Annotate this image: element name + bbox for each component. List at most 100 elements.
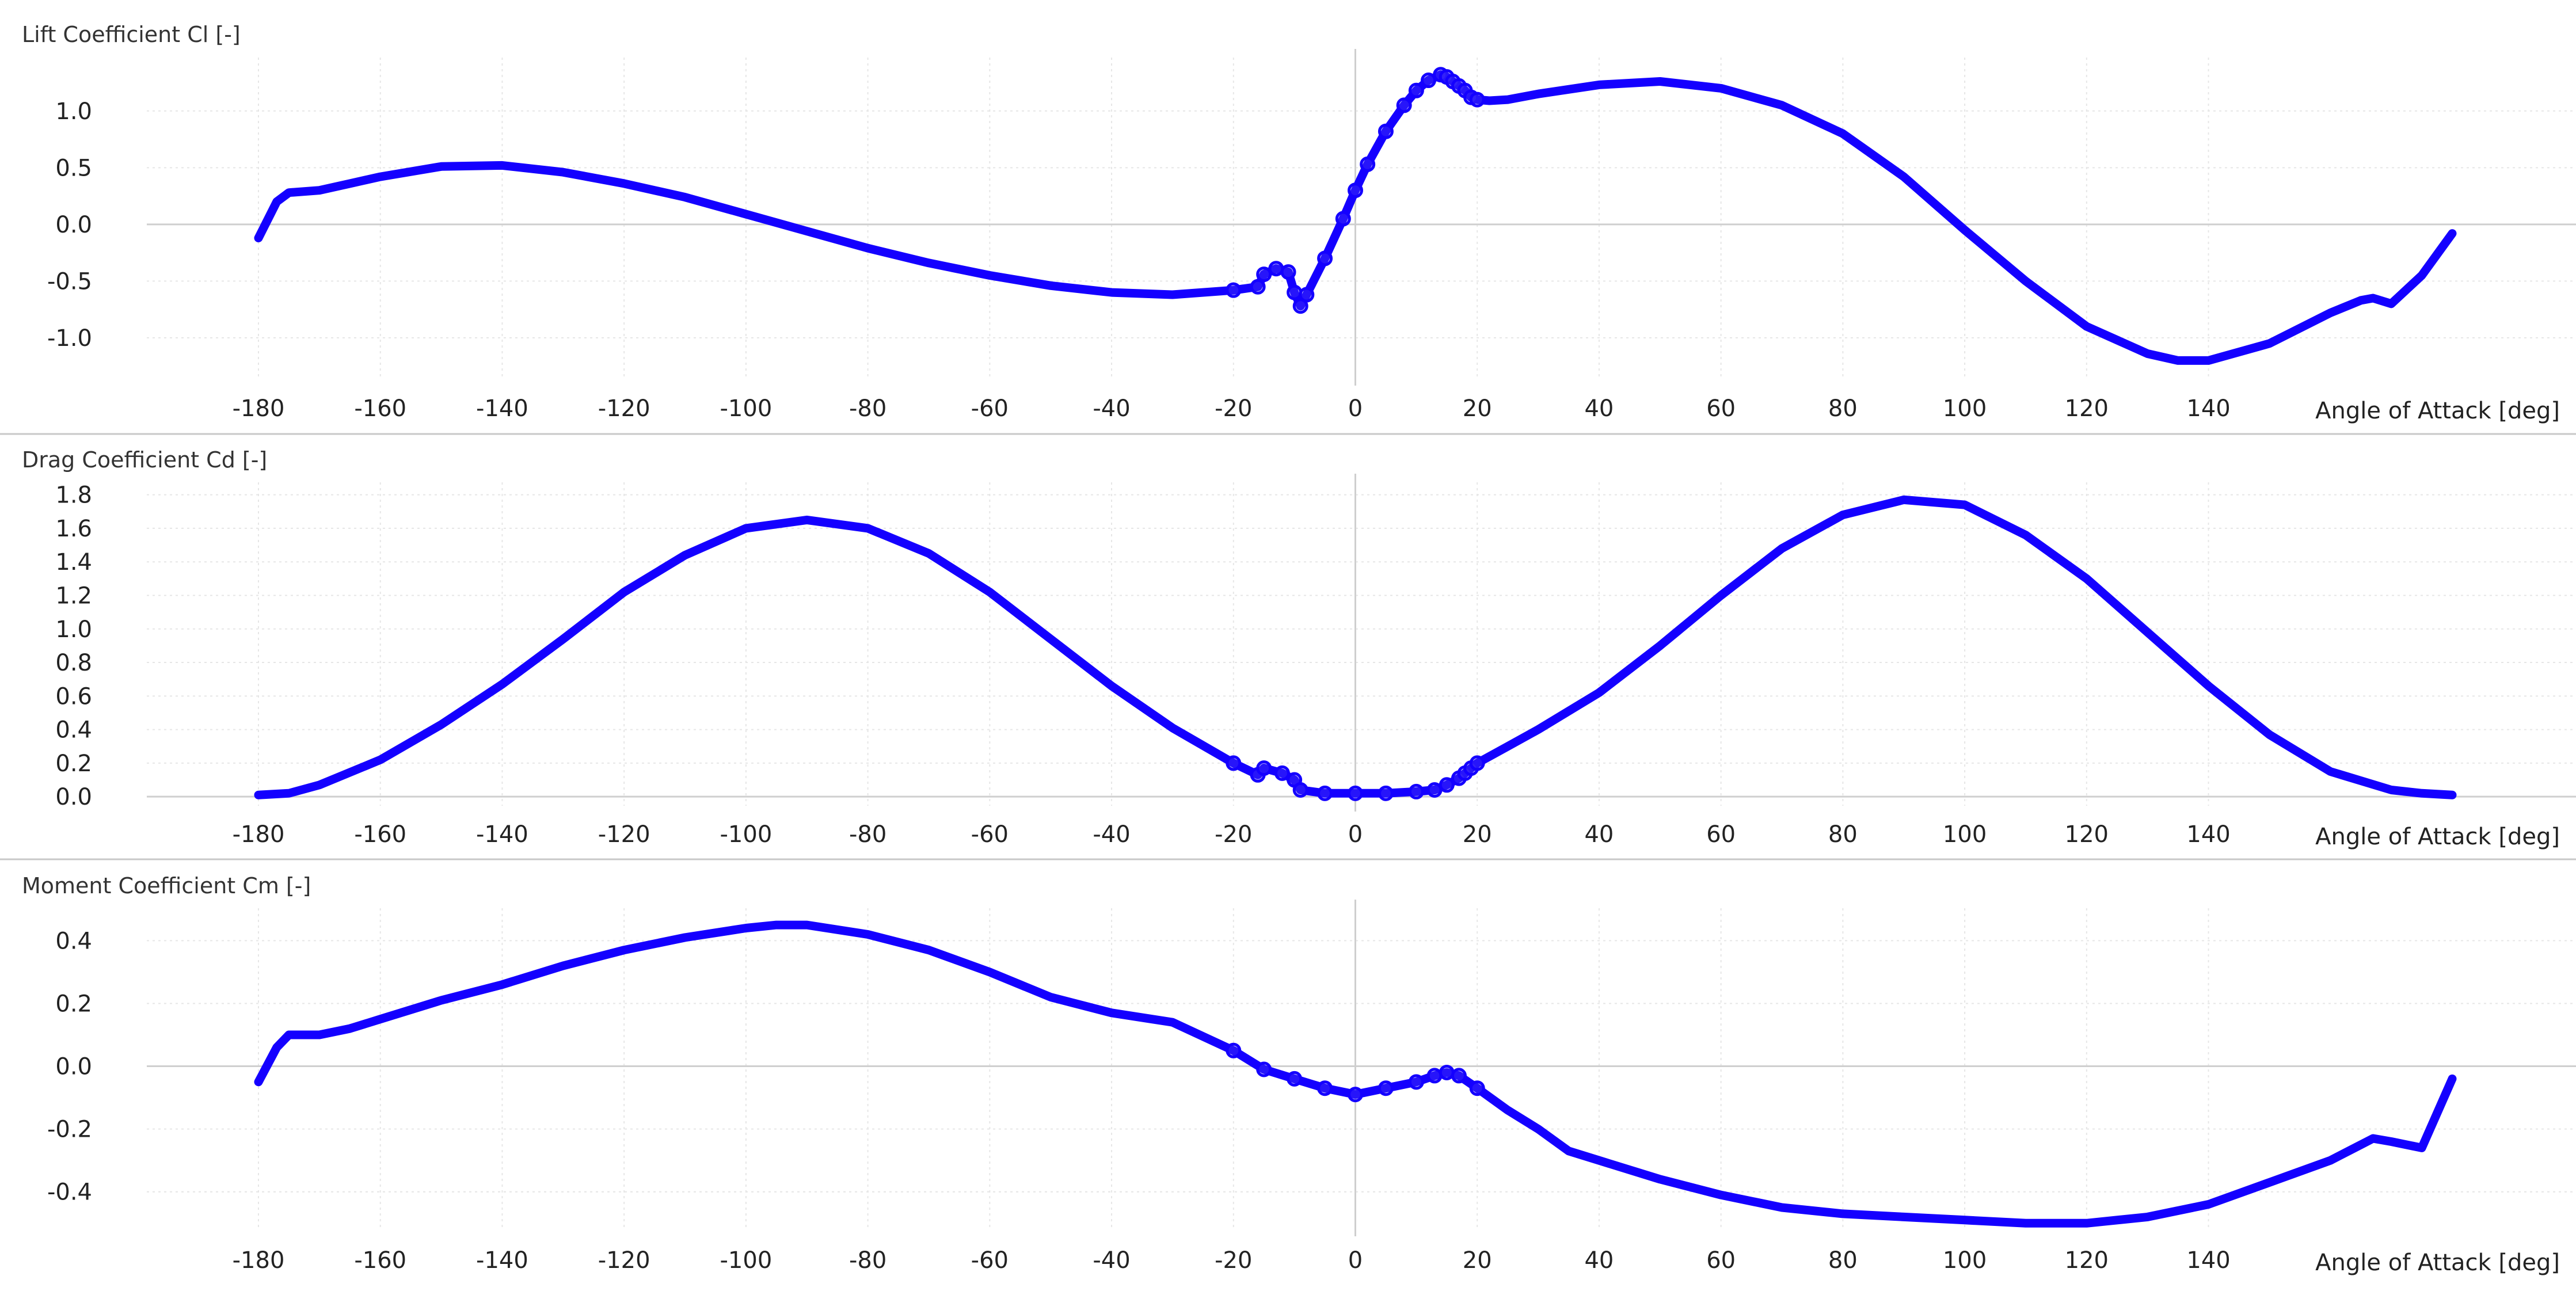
data-point bbox=[1299, 287, 1315, 303]
data-point bbox=[1250, 279, 1266, 295]
y-tick-label: 0.4 bbox=[55, 717, 92, 744]
y-tick-label: -0.2 bbox=[47, 1117, 92, 1143]
x-tick-label: -60 bbox=[971, 395, 1009, 422]
data-point bbox=[1421, 73, 1437, 89]
x-tick-label: -80 bbox=[849, 821, 886, 848]
x-tick-label: -80 bbox=[849, 1247, 886, 1274]
data-point bbox=[1335, 211, 1351, 227]
data-point bbox=[1426, 1068, 1443, 1084]
x-tick-label: 120 bbox=[2065, 821, 2109, 848]
drag-coefficient-chart: Drag Coefficient Cd [-] Angle of Attack … bbox=[22, 447, 2576, 850]
x-tick-label: -100 bbox=[720, 395, 772, 422]
y-tick-label: 0.5 bbox=[55, 155, 92, 181]
x-tick-label: 20 bbox=[1463, 1247, 1492, 1274]
data-point bbox=[1274, 765, 1290, 781]
data-point bbox=[1348, 182, 1363, 199]
data-point bbox=[1317, 1080, 1333, 1096]
x-tick-label: -40 bbox=[1093, 1247, 1130, 1274]
x-tick-label: 140 bbox=[2186, 1247, 2230, 1274]
x-tick-label: 20 bbox=[1463, 395, 1492, 422]
y-tick-label: 1.2 bbox=[55, 582, 92, 609]
x-tick-label: 0 bbox=[1348, 395, 1363, 422]
x-tick-label: -20 bbox=[1215, 395, 1252, 422]
data-point bbox=[1317, 785, 1333, 801]
x-tick-label: 0 bbox=[1348, 821, 1363, 848]
data-point bbox=[1408, 783, 1424, 799]
x-tick-label: 100 bbox=[1943, 821, 1987, 848]
x-tick-label: -120 bbox=[598, 821, 650, 848]
x-tick-label: 100 bbox=[1943, 1247, 1987, 1274]
y-tick-label: 0.2 bbox=[55, 991, 92, 1017]
x-tick-label: -180 bbox=[233, 1247, 285, 1274]
y-tick-label: 1.4 bbox=[55, 549, 92, 576]
data-point bbox=[1256, 760, 1272, 776]
x-tick-label: -100 bbox=[720, 821, 772, 848]
y-tick-label: 1.8 bbox=[55, 482, 92, 509]
data-point bbox=[1408, 82, 1424, 98]
x-tick-label: -160 bbox=[354, 1247, 406, 1274]
x-tick-label: -80 bbox=[849, 395, 886, 422]
data-point bbox=[1317, 250, 1333, 266]
chart-title: Drag Coefficient Cd [-] bbox=[22, 447, 267, 473]
x-axis-label: Angle of Attack [deg] bbox=[2315, 398, 2560, 424]
x-tick-label: 0 bbox=[1348, 1247, 1363, 1274]
series-line bbox=[254, 70, 2457, 365]
x-tick-label: 80 bbox=[1828, 395, 1858, 422]
data-point bbox=[1408, 1074, 1424, 1090]
data-point bbox=[1469, 755, 1485, 771]
data-point bbox=[1292, 298, 1308, 314]
x-tick-label: -100 bbox=[720, 1247, 772, 1274]
x-tick-label: 140 bbox=[2186, 395, 2230, 422]
x-tick-label: -120 bbox=[598, 395, 650, 422]
y-tick-label: 0.4 bbox=[55, 928, 92, 954]
data-point bbox=[1348, 785, 1363, 801]
y-tick-label: -0.4 bbox=[47, 1179, 92, 1206]
lift-coefficient-chart: Lift Coefficient Cl [-] Angle of Attack … bbox=[22, 22, 2576, 424]
series-line bbox=[254, 920, 2457, 1228]
data-point bbox=[1378, 785, 1394, 801]
x-tick-label: 60 bbox=[1706, 1247, 1736, 1274]
x-tick-label: -140 bbox=[476, 821, 528, 848]
x-tick-label: -60 bbox=[971, 1247, 1009, 1274]
x-tick-label: 140 bbox=[2186, 821, 2230, 848]
data-point bbox=[1226, 282, 1242, 298]
y-tick-label: 1.6 bbox=[55, 516, 92, 542]
x-tick-label: -180 bbox=[233, 395, 285, 422]
data-point bbox=[1439, 1064, 1455, 1080]
data-point bbox=[1256, 266, 1272, 283]
y-tick-label: 0.6 bbox=[55, 683, 92, 710]
x-tick-label: 100 bbox=[1943, 395, 1987, 422]
x-tick-label: -180 bbox=[233, 821, 285, 848]
data-point bbox=[1378, 123, 1394, 139]
x-tick-label: -20 bbox=[1215, 821, 1252, 848]
x-tick-label: 40 bbox=[1584, 1247, 1614, 1274]
y-tick-label: 0.2 bbox=[55, 751, 92, 777]
data-point bbox=[1256, 1061, 1272, 1077]
data-point bbox=[1469, 1080, 1485, 1096]
x-tick-label: 120 bbox=[2065, 1247, 2109, 1274]
x-tick-label: -20 bbox=[1215, 1247, 1252, 1274]
y-tick-label: 1.0 bbox=[55, 616, 92, 643]
y-tick-label: 1.0 bbox=[55, 98, 92, 125]
y-tick-label: 0.0 bbox=[55, 1054, 92, 1080]
x-axis-label: Angle of Attack [deg] bbox=[2315, 1250, 2560, 1276]
data-point bbox=[1426, 782, 1443, 798]
data-point bbox=[1287, 1071, 1303, 1087]
x-tick-label: 40 bbox=[1584, 395, 1614, 422]
data-point bbox=[1396, 97, 1412, 113]
data-point bbox=[1451, 1068, 1467, 1084]
x-tick-label: -40 bbox=[1093, 395, 1130, 422]
chart-title: Lift Coefficient Cl [-] bbox=[22, 22, 241, 47]
x-tick-label: 120 bbox=[2065, 395, 2109, 422]
x-tick-label: 20 bbox=[1463, 821, 1492, 848]
x-tick-label: -140 bbox=[476, 395, 528, 422]
data-point bbox=[1360, 156, 1376, 172]
y-tick-label: 0.0 bbox=[55, 212, 92, 238]
x-tick-label: 60 bbox=[1706, 821, 1736, 848]
data-point bbox=[1287, 284, 1303, 300]
x-tick-label: -40 bbox=[1093, 821, 1130, 848]
x-tick-label: 60 bbox=[1706, 395, 1736, 422]
x-tick-label: 80 bbox=[1828, 1247, 1858, 1274]
x-axis-label: Angle of Attack [deg] bbox=[2315, 824, 2560, 850]
